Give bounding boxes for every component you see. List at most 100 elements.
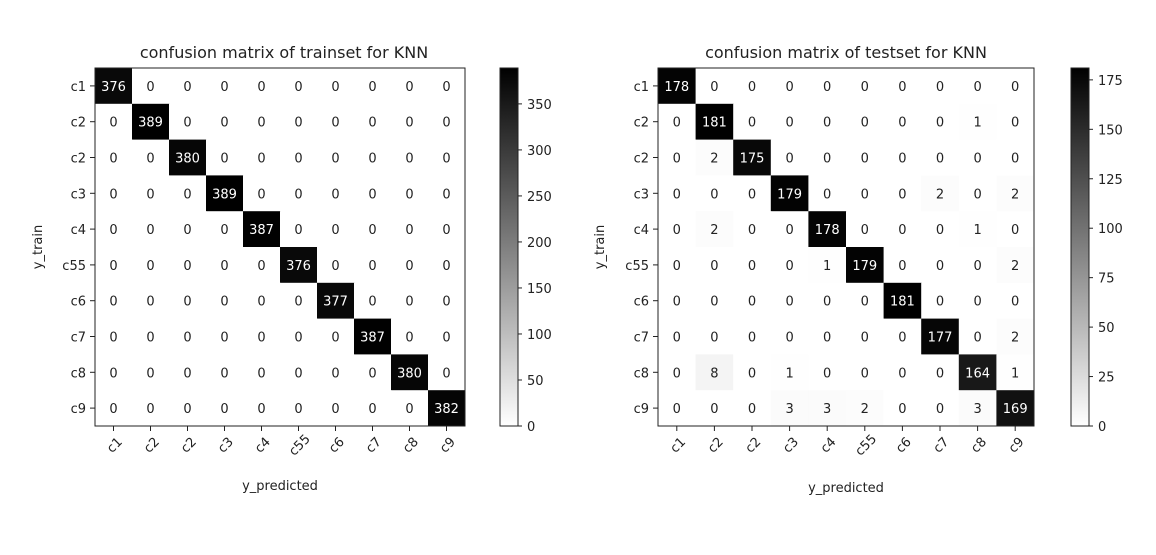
heatmap-cell <box>391 354 429 391</box>
heatmap-cell <box>169 68 207 105</box>
y-tick-label: c4 <box>634 223 649 238</box>
heatmap-cell <box>658 211 697 248</box>
colorbar-tick-label: 100 <box>1098 222 1123 237</box>
cell-value-label: 0 <box>1011 116 1019 131</box>
cell-value-label: 0 <box>673 295 681 310</box>
heatmap-cell <box>733 175 772 212</box>
cell-value-label: 0 <box>331 223 339 238</box>
heatmap-cell <box>770 175 809 212</box>
heatmap-cell <box>95 68 133 105</box>
cell-value-label: 2 <box>861 402 869 417</box>
heatmap-cell <box>770 68 809 105</box>
heatmap-cell <box>846 247 885 284</box>
heatmap-cell <box>733 139 772 176</box>
heatmap-cell <box>695 175 734 212</box>
cell-value-label: 3 <box>785 402 793 417</box>
heatmap-cell <box>206 282 244 320</box>
heatmap-cell <box>770 211 809 248</box>
cell-value-label: 0 <box>183 259 191 274</box>
heatmap-cell <box>770 318 809 355</box>
train-x-axis-label: y_predicted <box>242 479 318 494</box>
heatmap-cell <box>428 68 466 105</box>
cell-value-label: 1 <box>823 259 831 274</box>
heatmap-cell <box>921 139 960 176</box>
cell-value-label: 0 <box>748 259 756 274</box>
cell-value-label: 2 <box>710 223 718 238</box>
cell-value-label: 164 <box>965 366 990 381</box>
cell-value-label: 0 <box>823 80 831 95</box>
heatmap-cell <box>658 103 697 141</box>
heatmap-cell <box>354 390 392 427</box>
cell-value-label: 0 <box>973 295 981 310</box>
cell-value-label: 0 <box>220 116 228 131</box>
heatmap-cell <box>958 139 997 176</box>
x-tick-label: c2 <box>178 435 200 457</box>
cell-value-label: 0 <box>368 187 376 202</box>
heatmap-cell <box>770 103 809 141</box>
heatmap-cell <box>996 68 1035 105</box>
cell-value-label: 0 <box>368 116 376 131</box>
heatmap-cell <box>846 175 885 212</box>
cell-value-label: 0 <box>748 223 756 238</box>
cell-value-label: 2 <box>936 187 944 202</box>
y-tick-label: c3 <box>71 187 86 202</box>
cell-value-label: 0 <box>257 187 265 202</box>
cell-value-label: 181 <box>702 116 727 131</box>
cell-value-label: 0 <box>146 259 154 274</box>
heatmap-cell <box>391 175 429 212</box>
colorbar-tick-label: 200 <box>527 236 552 251</box>
x-tick-label: c55 <box>853 432 880 459</box>
cell-value-label: 0 <box>898 259 906 274</box>
cell-value-label: 0 <box>331 116 339 131</box>
cell-value-label: 0 <box>898 116 906 131</box>
heatmap-cell <box>770 139 809 176</box>
cell-value-label: 0 <box>220 223 228 238</box>
cell-value-label: 376 <box>101 80 126 95</box>
cell-value-label: 389 <box>138 116 163 131</box>
train-x-tick-labels: c1 c2 c2 c3 c4 c55 c6 c7 c8 c9 <box>104 426 459 459</box>
heatmap-cell <box>206 68 244 105</box>
x-tick-label: c2 <box>141 435 163 457</box>
x-tick-label: c1 <box>104 435 126 457</box>
heatmap-cell <box>169 211 207 248</box>
colorbar-tick-label: 250 <box>527 190 552 205</box>
heatmap-cell <box>354 247 392 284</box>
colorbar-tick-label: 25 <box>1098 371 1115 386</box>
train-y-axis-label: y_train <box>31 225 46 269</box>
heatmap-cell <box>169 318 207 355</box>
cell-value-label: 0 <box>405 259 413 274</box>
heatmap-cell <box>883 390 922 427</box>
cell-value-label: 0 <box>748 187 756 202</box>
cell-value-label: 0 <box>785 331 793 346</box>
cell-value-label: 387 <box>360 331 385 346</box>
heatmap-cell <box>695 211 734 248</box>
heatmap-cell <box>658 68 697 105</box>
cell-value-label: 0 <box>1011 295 1019 310</box>
y-tick-label: c55 <box>62 259 86 274</box>
cell-value-label: 0 <box>294 116 302 131</box>
cell-value-label: 0 <box>331 366 339 381</box>
heatmap-cell <box>243 318 281 355</box>
cell-value-label: 0 <box>1011 223 1019 238</box>
cell-value-label: 0 <box>748 402 756 417</box>
y-tick-label: c8 <box>71 366 86 381</box>
x-tick-label: c9 <box>1006 435 1028 457</box>
heatmap-cell <box>846 103 885 141</box>
cell-value-label: 0 <box>331 331 339 346</box>
y-tick-label: c4 <box>71 223 86 238</box>
cell-value-label: 0 <box>823 366 831 381</box>
cell-value-label: 0 <box>368 366 376 381</box>
cell-value-label: 0 <box>973 259 981 274</box>
train-cell-values: 376 0 0 0 0 0 0 0 0 0 0 389 0 0 0 0 0 0 0 0 0 0 380 0 0 0 0 0 0 0 0 0 0 3… <box>101 80 459 417</box>
y-tick-label: c2 <box>71 152 86 167</box>
heatmap-cell <box>733 354 772 391</box>
heatmap-cell <box>808 211 847 248</box>
heatmap-cell <box>733 68 772 105</box>
cell-value-label: 0 <box>861 295 869 310</box>
cell-value-label: 0 <box>146 295 154 310</box>
heatmap-cell <box>808 390 847 427</box>
x-tick-label: c1 <box>668 435 690 457</box>
cell-value-label: 0 <box>368 402 376 417</box>
heatmap-cell <box>391 211 429 248</box>
